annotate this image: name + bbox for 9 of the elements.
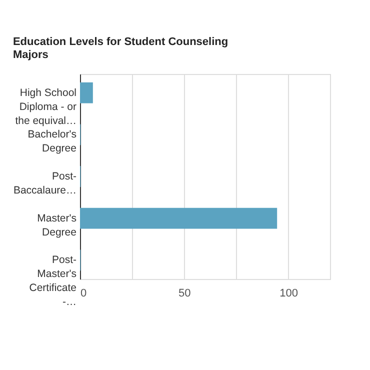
chart-title: Education Levels for Student Counseling Majors [12, 36, 228, 61]
x-tick-label: 50 [178, 288, 191, 300]
x-tick-label: 100 [280, 288, 298, 300]
y-tick-label: Post-Master's Certificate -… [29, 254, 77, 308]
y-tick-label: High School Diploma - or the equival… [15, 86, 77, 127]
y-tick-label: Post-Baccalaure… [13, 170, 77, 196]
y-tick-label: Master's Degree [37, 212, 77, 238]
x-tick-label: 0 [80, 288, 87, 300]
y-tick-label: Bachelor's Degree [28, 128, 77, 155]
